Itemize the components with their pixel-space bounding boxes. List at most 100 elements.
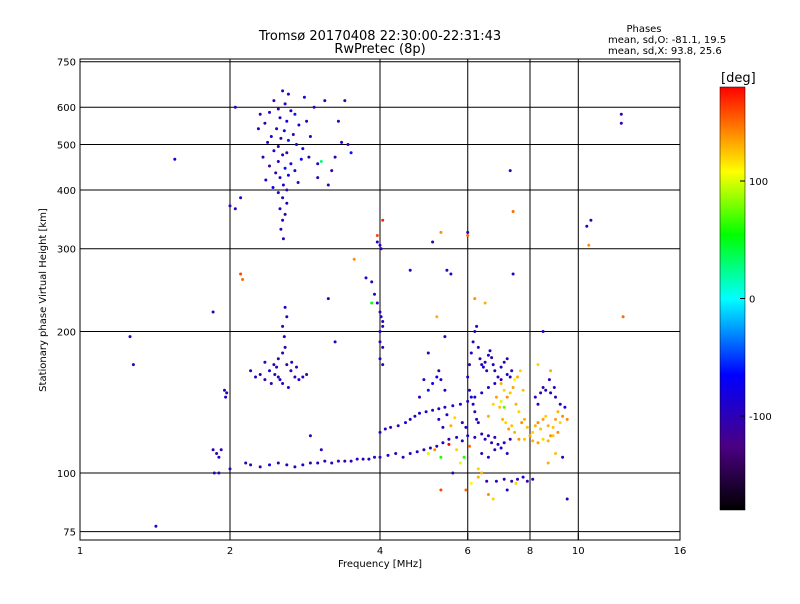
data-point	[225, 391, 229, 395]
data-point	[431, 382, 435, 385]
data-point	[422, 448, 426, 452]
data-point	[326, 297, 330, 301]
data-point	[378, 357, 382, 361]
data-point	[299, 157, 303, 161]
data-point	[475, 324, 479, 328]
data-point	[268, 110, 271, 114]
data-point	[301, 147, 305, 151]
data-point	[476, 421, 480, 425]
data-point	[458, 461, 462, 465]
data-point	[544, 388, 548, 392]
data-point	[437, 417, 441, 421]
data-point	[521, 388, 525, 392]
data-point	[439, 488, 443, 492]
data-point	[285, 363, 289, 367]
data-point	[541, 437, 545, 441]
data-point	[244, 461, 248, 465]
data-point	[364, 276, 368, 280]
data-point	[445, 413, 449, 417]
y-axis-label: Stationary phase Virtual Height [km]	[38, 208, 49, 392]
data-point	[505, 357, 509, 361]
data-point	[286, 138, 290, 142]
data-point	[290, 360, 294, 364]
data-point	[333, 155, 337, 159]
data-point	[441, 441, 445, 445]
data-point	[451, 471, 455, 475]
data-point	[281, 218, 285, 222]
data-point	[508, 437, 512, 441]
data-point	[389, 425, 393, 429]
data-point	[619, 121, 623, 125]
data-point	[381, 218, 385, 222]
data-point	[422, 378, 426, 382]
data-point	[323, 459, 327, 463]
phases-x-stats: mean, sd,X: 93.8, 25.6	[608, 46, 722, 57]
data-point	[536, 421, 540, 425]
data-point	[340, 140, 344, 144]
data-point	[483, 301, 487, 305]
data-point	[249, 369, 253, 373]
data-point	[499, 378, 503, 382]
data-point	[285, 463, 289, 467]
data-point	[523, 417, 526, 421]
data-point	[289, 369, 293, 373]
data-point	[233, 105, 237, 109]
data-point	[547, 378, 551, 382]
x-tick-label: 8	[527, 546, 533, 557]
data-point	[525, 479, 529, 483]
data-point	[433, 448, 437, 452]
data-point	[396, 424, 400, 428]
data-point	[291, 133, 295, 136]
data-point	[546, 424, 550, 428]
data-point	[343, 99, 347, 103]
data-point	[558, 402, 562, 406]
data-point	[536, 402, 540, 406]
data-point	[511, 210, 515, 213]
data-point	[536, 363, 540, 367]
colorbar-label: [deg]	[721, 71, 756, 86]
data-point	[302, 95, 306, 99]
data-point	[541, 330, 545, 333]
data-point	[378, 330, 382, 333]
data-point	[263, 378, 267, 382]
colorbar: [deg] 100 0 -100	[719, 71, 772, 511]
data-point	[483, 437, 487, 441]
x-tick-label: 16	[674, 546, 687, 557]
data-point	[499, 365, 503, 369]
data-point	[511, 272, 515, 276]
data-point	[447, 437, 451, 441]
x-axis-ticks: 1 2 4 6 8 10 16	[77, 533, 687, 557]
data-point	[293, 375, 297, 379]
colorbar-tick-label: 0	[749, 295, 755, 306]
data-point	[264, 178, 268, 182]
data-point	[505, 373, 509, 376]
data-point	[523, 437, 526, 441]
data-point	[552, 386, 556, 389]
x-tick-label: 6	[465, 546, 471, 557]
data-point	[279, 227, 283, 231]
data-point	[297, 378, 301, 382]
data-point	[498, 405, 502, 409]
phases-info: Phases mean, sd,O: -81.1, 19.5 mean, sd,…	[608, 24, 726, 57]
data-point	[381, 363, 385, 367]
data-point	[426, 388, 430, 392]
data-point	[305, 373, 309, 376]
data-point	[531, 430, 535, 434]
data-point	[352, 257, 356, 261]
chart-subtitle: RwPretec (8p)	[334, 42, 425, 57]
data-point	[378, 243, 382, 247]
data-point	[276, 375, 280, 379]
data-point	[285, 119, 289, 123]
data-point	[505, 395, 509, 399]
data-point	[278, 207, 282, 211]
data-point	[480, 452, 484, 455]
data-point	[404, 421, 407, 425]
y-tick-label: 750	[57, 58, 76, 69]
data-point	[501, 417, 505, 421]
data-point	[330, 461, 334, 465]
data-point	[278, 176, 282, 180]
data-point	[241, 278, 245, 281]
data-point	[285, 151, 289, 155]
data-point	[323, 99, 327, 103]
data-point	[466, 399, 470, 403]
